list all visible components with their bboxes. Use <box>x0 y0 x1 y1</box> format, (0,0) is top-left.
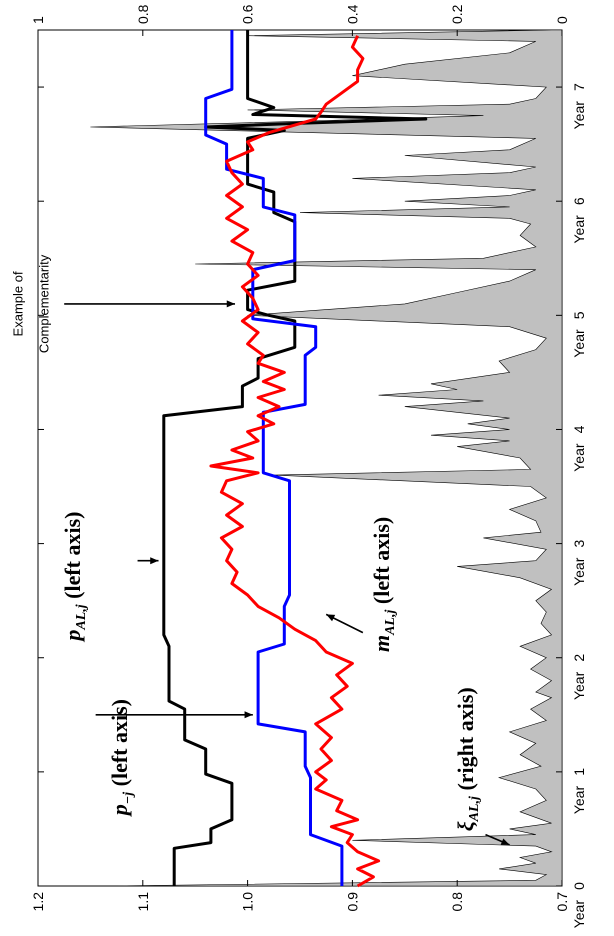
y-right-tick-label: 0.8 <box>135 4 151 24</box>
x-tick-prefix: Year <box>571 786 587 815</box>
x-tick-prefix: Year <box>571 215 587 244</box>
label-xi-al: ξAL,j (right axis) <box>453 687 482 831</box>
annotations: p−j (left axis) pAL,j (left axis) mAL,j (l… <box>10 254 510 846</box>
axis-tick-labels: Year 0 Year 1 Year 2 Year 3 Year 4 Year 5 Year 6 Year 7… <box>30 4 587 928</box>
x-tick-label: 4 <box>571 425 587 433</box>
xi-area-series <box>90 29 563 887</box>
y-right-tick-label: 0.2 <box>449 4 465 24</box>
arrow-xi-al-head <box>500 838 510 845</box>
arrow-p-minus-j-head <box>244 711 253 719</box>
label-m-al: mAL,j (left axis) <box>369 517 398 652</box>
ticks <box>37 30 563 887</box>
y-left-tick-label: 1.2 <box>30 892 46 912</box>
x-tick-label: 3 <box>571 539 587 547</box>
line-series <box>162 30 428 888</box>
x-tick-prefix: Year <box>571 671 587 700</box>
x-tick-label: 2 <box>571 654 587 662</box>
x-tick-label: 0 <box>571 882 587 890</box>
x-tick-prefix: Year <box>571 557 587 586</box>
y-right-tick-label: 0 <box>554 16 570 24</box>
y-left-tick-label: 0.9 <box>344 892 360 912</box>
x-tick-label: 1 <box>571 768 587 776</box>
label-complementarity-line2: Complementarity <box>36 254 51 353</box>
label-p-al: pAL,j (left axis) <box>60 511 89 642</box>
x-tick-prefix: Year <box>571 329 587 358</box>
series-p_minus_j <box>204 30 344 886</box>
series-m_AL <box>209 35 381 888</box>
y-left-tick-label: 1.0 <box>240 892 256 912</box>
x-tick-label: 5 <box>571 311 587 319</box>
y-right-tick-label: 1 <box>30 16 46 24</box>
label-p-minus-j: p−j (left axis) <box>107 699 136 817</box>
y-right-tick-label: 0.6 <box>240 4 256 24</box>
x-tick-prefix: Year <box>571 900 587 929</box>
y-left-tick-label: 0.7 <box>554 892 570 912</box>
x-tick-prefix: Year <box>571 101 587 130</box>
arrow-p-al-head <box>150 557 159 565</box>
y-left-tick-label: 0.8 <box>449 892 465 912</box>
x-tick-label: 7 <box>571 83 587 91</box>
arrow-m-al-head <box>326 614 336 622</box>
y-right-tick-label: 0.4 <box>344 4 360 24</box>
series-p_AL <box>162 30 428 886</box>
arrow-complementarity-head <box>226 300 236 308</box>
series-xi_AL <box>90 29 563 887</box>
x-tick-label: 6 <box>571 197 587 205</box>
rotated-plot-group: Year 0 Year 1 Year 2 Year 3 Year 4 Year 5 Year 6 Year 7… <box>10 4 587 928</box>
y-left-tick-label: 1.1 <box>135 892 151 912</box>
x-tick-prefix: Year <box>571 443 587 472</box>
label-complementarity-line1: Example of <box>10 271 25 336</box>
